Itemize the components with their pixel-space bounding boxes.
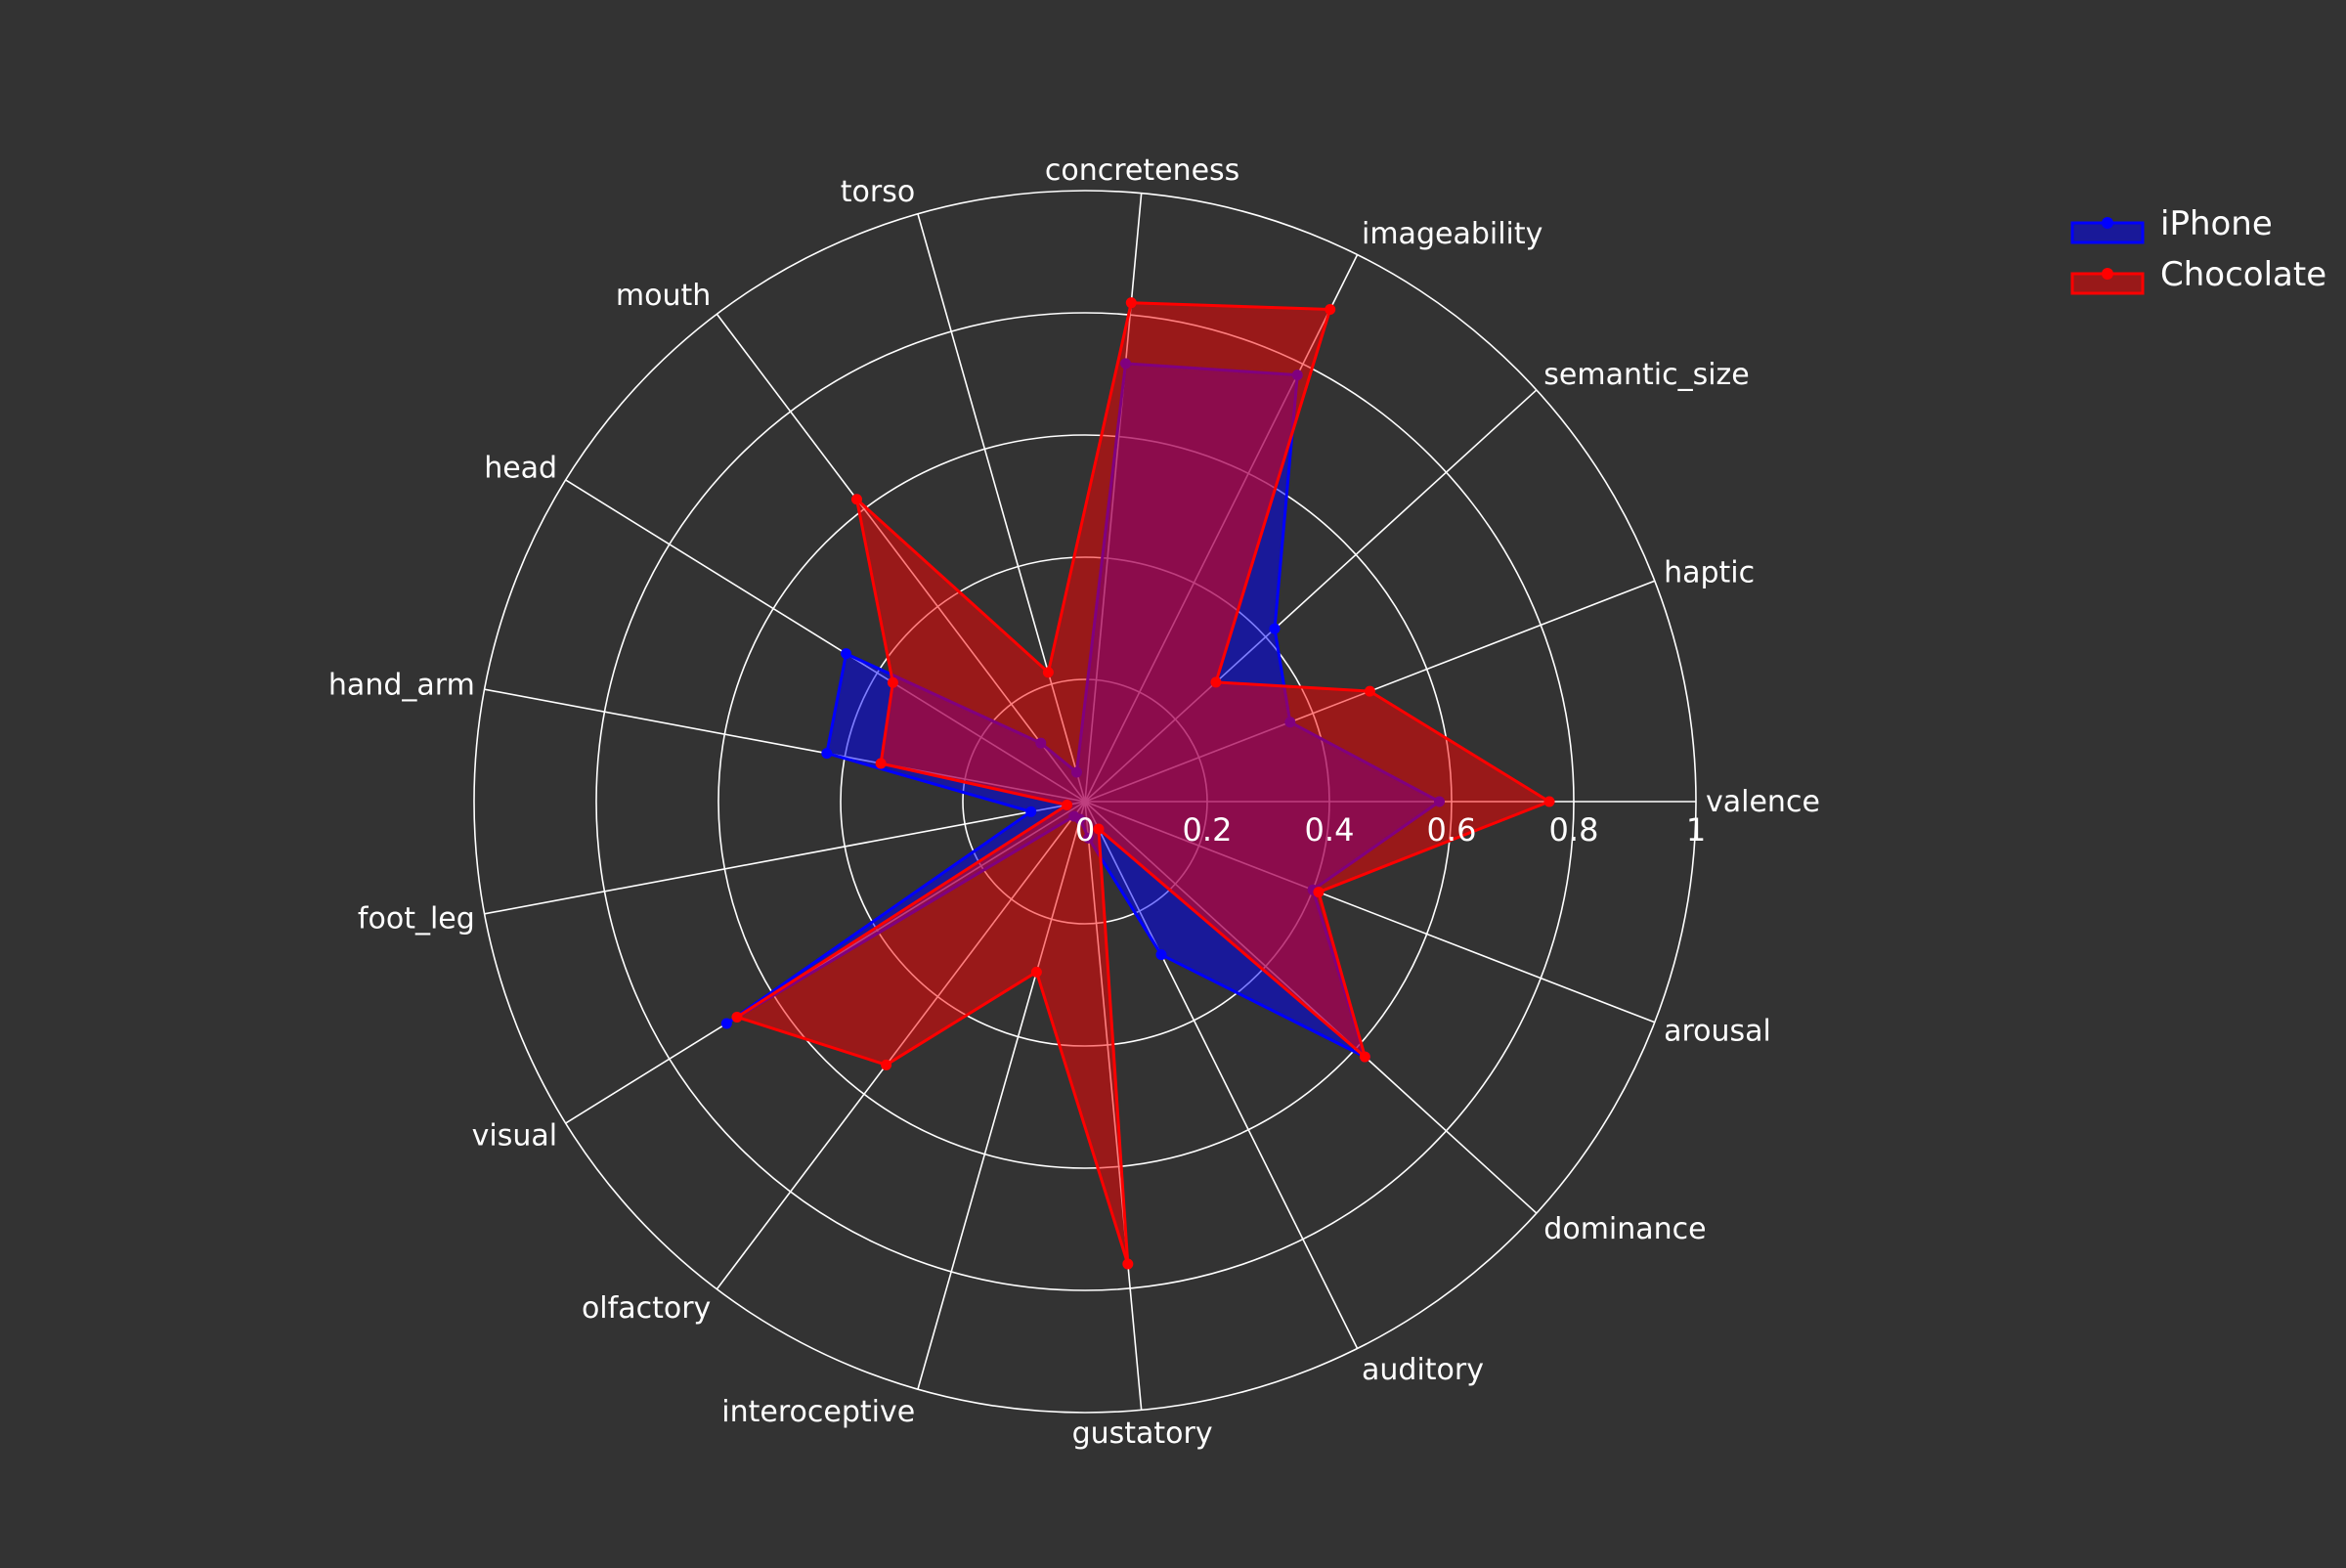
legend-item-chocolate[interactable]: Chocolate bbox=[2070, 255, 2326, 295]
data-point bbox=[1325, 303, 1336, 315]
data-point bbox=[821, 748, 833, 760]
legend-marker bbox=[2102, 217, 2113, 229]
axis-label-valence: valence bbox=[1706, 785, 1820, 819]
radial-tick-label: 0.8 bbox=[1549, 811, 1599, 849]
data-point bbox=[1359, 1051, 1370, 1063]
legend-label: Chocolate bbox=[2160, 255, 2326, 294]
axis-label-visual: visual bbox=[472, 1119, 557, 1154]
axis-label-dominance: dominance bbox=[1543, 1212, 1706, 1246]
axis-label-semantic-size: semantic_size bbox=[1543, 358, 1749, 392]
data-point bbox=[1093, 823, 1105, 835]
radial-tick-label: 0.6 bbox=[1427, 811, 1477, 849]
series-area bbox=[735, 301, 1551, 1266]
axis-label-olfactory: olfactory bbox=[582, 1291, 711, 1326]
axis-label-mouth: mouth bbox=[616, 279, 711, 313]
radial-tick-label: 1 bbox=[1686, 811, 1706, 849]
data-point bbox=[1543, 796, 1555, 807]
axis-label-arousal: arousal bbox=[1664, 1014, 1771, 1048]
axis-label-concreteness: concreteness bbox=[1045, 153, 1239, 188]
data-point bbox=[850, 494, 862, 505]
axis-label-haptic: haptic bbox=[1664, 556, 1755, 590]
axis-label-head: head bbox=[484, 451, 557, 485]
series-chocolate bbox=[731, 297, 1555, 1270]
data-point bbox=[887, 676, 898, 688]
radial-tick-label: 0 bbox=[1075, 811, 1095, 849]
data-point bbox=[1125, 297, 1137, 309]
data-point bbox=[1313, 887, 1325, 898]
data-point bbox=[1062, 799, 1073, 810]
data-point bbox=[1210, 676, 1222, 688]
data-point bbox=[881, 1059, 892, 1070]
legend[interactable]: iPhone Chocolate bbox=[2070, 204, 2326, 295]
axis-label-foot-leg: foot_leg bbox=[358, 901, 475, 936]
data-point bbox=[841, 648, 852, 660]
grid-spoke bbox=[484, 801, 1086, 915]
axis-label-auditory: auditory bbox=[1362, 1353, 1484, 1387]
series-layer bbox=[720, 297, 1555, 1270]
axis-label-imageability: imageability bbox=[1362, 217, 1542, 251]
data-point bbox=[1030, 966, 1042, 978]
axis-label-torso: torso bbox=[841, 175, 915, 209]
data-point bbox=[1025, 806, 1037, 817]
radial-ticks: 0 0.2 0.4 0.6 0.8 1 bbox=[1075, 811, 1706, 849]
data-point bbox=[1042, 667, 1054, 678]
data-point bbox=[875, 758, 887, 769]
data-point bbox=[731, 1011, 743, 1023]
data-point bbox=[1155, 949, 1167, 961]
data-point bbox=[720, 1018, 732, 1029]
radial-tick-label: 0.4 bbox=[1305, 811, 1355, 849]
data-point bbox=[1269, 623, 1281, 634]
data-point bbox=[1122, 1258, 1134, 1270]
axis-label-hand-arm: hand_arm bbox=[328, 669, 475, 703]
radial-tick-label: 0.2 bbox=[1183, 811, 1233, 849]
axis-labels: valence arousal dominance auditory gustatory… bbox=[328, 153, 1820, 1451]
legend-item-iphone[interactable]: iPhone bbox=[2070, 204, 2273, 244]
legend-marker bbox=[2102, 268, 2113, 280]
axis-label-gustatory: gustatory bbox=[1072, 1416, 1213, 1451]
data-point bbox=[1364, 685, 1375, 697]
legend-label: iPhone bbox=[2160, 204, 2273, 243]
axis-label-interoceptive: interoceptive bbox=[721, 1395, 915, 1429]
